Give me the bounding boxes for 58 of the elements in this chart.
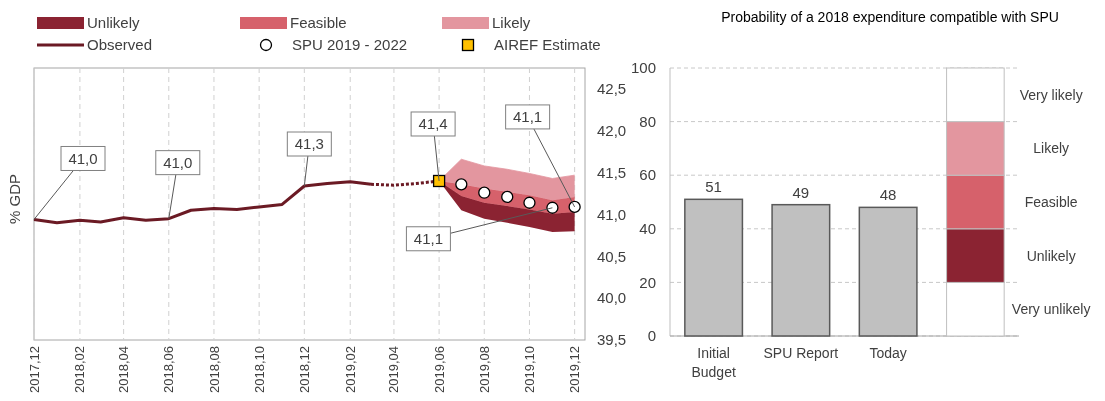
y-tick-label: 0 [647, 327, 656, 345]
y-tick-label: 41,5 [597, 163, 627, 181]
y-tick-label: 41,0 [597, 205, 627, 223]
chart-title: Probability of a 2018 expenditure compatible with SPU [721, 9, 1059, 25]
x-tick-label: 2019,02 [342, 346, 358, 393]
series-label: Unlikely [1026, 247, 1076, 264]
point [478, 186, 491, 199]
x-tick-label: 2018,10 [251, 346, 267, 393]
y-tick-label: 40,0 [597, 289, 627, 307]
y-axis-title: % GDP [6, 173, 23, 225]
annotation: 41,3 [294, 135, 324, 153]
x-tick-label: 2018,12 [296, 346, 312, 393]
y-tick-label: 42,5 [597, 80, 627, 98]
legend-label: AIREF Estimate [494, 36, 601, 54]
legend-label: Observed [87, 36, 153, 54]
y-tick-label: 80 [639, 112, 656, 130]
y-tick-label: 60 [639, 166, 656, 184]
data-label: 49 [792, 183, 810, 201]
x-tick-label: 2019,10 [522, 346, 538, 393]
point [523, 196, 536, 209]
annotation: 41,0 [163, 153, 193, 171]
legend-label: Likely [492, 14, 531, 32]
series-label: Very likely [1019, 86, 1083, 103]
point [455, 178, 468, 191]
point [546, 201, 559, 214]
annotation: 41,0 [68, 149, 98, 167]
text: Likely [1033, 140, 1070, 157]
legend-label: Feasible [290, 14, 347, 32]
x-tick-label: Today [869, 345, 907, 361]
data-label: 51 [705, 178, 722, 196]
x-tick-label: 2018,02 [72, 346, 88, 393]
x-tick-label: 2018,06 [161, 346, 177, 393]
annotation: 41,1 [513, 108, 543, 126]
y-tick-label: 20 [639, 273, 656, 291]
point [501, 190, 514, 204]
x-tick-label: 2019,04 [386, 346, 402, 393]
series-label: Very unlikely [1011, 301, 1091, 318]
x-tick-label: Initial Budget [691, 345, 736, 380]
legend-label: Unlikely [87, 14, 141, 32]
x-tick-label: 2019,08 [476, 346, 492, 393]
x-tick-label: 2018,04 [116, 346, 132, 393]
y-tick-label: 40,5 [597, 247, 627, 265]
x-tick-label: 2019,12 [567, 346, 583, 393]
y-tick-label: 42,0 [597, 122, 627, 140]
data-label: 48 [879, 186, 897, 204]
x-tick-label: 2017,12 [26, 346, 42, 393]
x-tick-label: SPU Report [763, 345, 839, 361]
point [568, 200, 581, 214]
annotation: 41,4 [418, 115, 448, 133]
legend-label: SPU 2019 - 2022 [292, 36, 408, 54]
series-label: Feasible [1024, 193, 1078, 210]
y-tick-label: 39,5 [597, 331, 627, 349]
y-tick-label: 100 [630, 59, 656, 77]
x-tick-label: 2019,06 [431, 346, 447, 393]
x-tick-label: 2018,08 [206, 346, 222, 393]
y-tick-label: 40 [639, 220, 656, 238]
annotation: 41,1 [413, 230, 444, 248]
point [432, 174, 446, 188]
